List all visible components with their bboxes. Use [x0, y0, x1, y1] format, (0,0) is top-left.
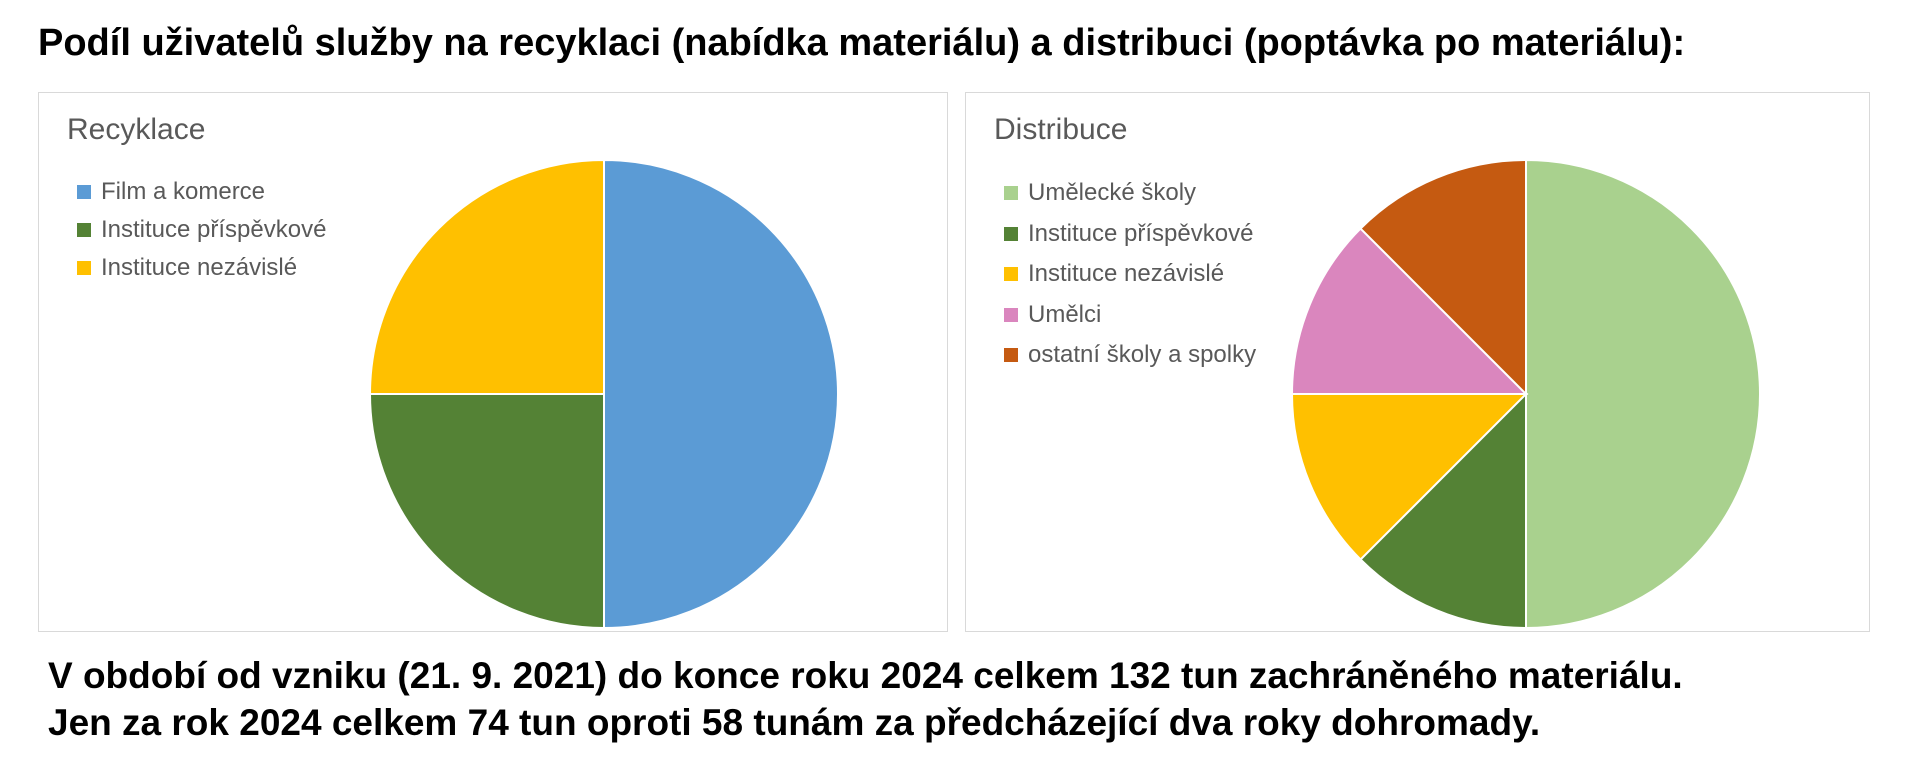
legend-label: Instituce příspěvkové [101, 216, 327, 243]
chart-panel-distribuce: Distribuce Umělecké školy Instituce přís… [965, 92, 1870, 632]
legend-entry: ostatní školy a spolky [1004, 335, 1256, 376]
legend-label: Instituce příspěvkové [1028, 219, 1254, 247]
chart-panel-recyklace: Recyklace Film a komerce Instituce přísp… [38, 92, 948, 632]
legend-label: Instituce nezávislé [1028, 260, 1225, 288]
summary-line: Jen za rok 2024 celkem 74 tun oproti 58 … [48, 702, 1541, 743]
pie-slice [1359, 158, 1527, 397]
legend-swatch [77, 223, 91, 237]
pie-slice [1359, 391, 1527, 630]
summary-line: V období od vzniku (21. 9. 2021) do konc… [48, 655, 1683, 696]
chart-legend: Film a komerce Instituce příspěvkové Ins… [77, 173, 326, 287]
legend-label: Umělci [1028, 300, 1102, 328]
pie-slice [1290, 227, 1529, 395]
legend-swatch [77, 261, 91, 275]
legend-label: Film a komerce [101, 178, 266, 205]
summary-text: V období od vzniku (21. 9. 2021) do konc… [48, 652, 1683, 746]
legend-entry: Instituce nezávislé [77, 249, 326, 287]
chart-title: Recyklace [67, 113, 206, 146]
legend-swatch [1004, 186, 1018, 201]
legend-swatch [1004, 307, 1018, 322]
legend-swatch [1004, 267, 1018, 282]
legend-entry: Film a komerce [77, 173, 326, 211]
pie-slice [368, 393, 605, 630]
legend-entry: Umělci [1004, 295, 1256, 336]
legend-label: ostatní školy a spolky [1028, 341, 1257, 369]
pie-slice [1525, 158, 1761, 630]
chart-title: Distribuce [994, 113, 1128, 146]
legend-entry: Instituce nezávislé [1004, 254, 1256, 295]
legend-swatch [1004, 348, 1018, 363]
legend-entry: Umělecké školy [1004, 173, 1256, 214]
pie-slice [368, 158, 605, 395]
legend-label: Umělecké školy [1028, 179, 1197, 207]
chart-legend: Umělecké školy Instituce příspěvkové Ins… [1004, 173, 1256, 376]
pie-slice [603, 158, 839, 630]
pie-chart [368, 158, 839, 630]
page-heading: Podíl uživatelů služby na recyklaci (nab… [38, 22, 1686, 64]
legend-entry: Instituce příspěvkové [1004, 214, 1256, 255]
legend-label: Instituce nezávislé [101, 254, 298, 281]
pie-chart [1290, 158, 1761, 630]
pie-slice [1290, 393, 1529, 561]
legend-entry: Instituce příspěvkové [77, 211, 326, 249]
legend-swatch [1004, 226, 1018, 241]
legend-swatch [77, 185, 91, 199]
